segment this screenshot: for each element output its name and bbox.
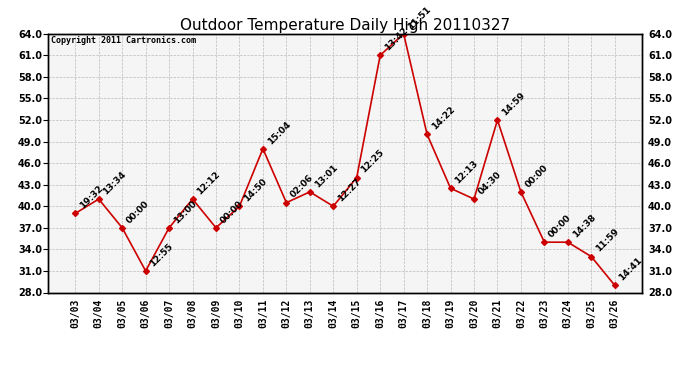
Text: 12:55: 12:55 <box>148 242 175 268</box>
Text: 04:30: 04:30 <box>477 170 503 196</box>
Text: 14:22: 14:22 <box>430 105 457 132</box>
Title: Outdoor Temperature Daily High 20110327: Outdoor Temperature Daily High 20110327 <box>180 18 510 33</box>
Text: 00:00: 00:00 <box>125 199 151 225</box>
Text: 13:34: 13:34 <box>101 170 128 196</box>
Text: 14:59: 14:59 <box>500 90 527 117</box>
Text: 00:00: 00:00 <box>219 199 245 225</box>
Text: Copyright 2011 Cartronics.com: Copyright 2011 Cartronics.com <box>51 36 196 45</box>
Text: 14:50: 14:50 <box>242 177 269 204</box>
Text: 12:13: 12:13 <box>453 159 480 186</box>
Text: 13:42: 13:42 <box>383 26 410 53</box>
Text: 00:00: 00:00 <box>547 213 573 239</box>
Text: 02:06: 02:06 <box>289 174 315 200</box>
Text: 12:25: 12:25 <box>359 148 386 175</box>
Text: 12:27: 12:27 <box>336 177 363 204</box>
Text: 14:38: 14:38 <box>571 213 598 239</box>
Text: 11:59: 11:59 <box>594 227 621 254</box>
Text: 12:12: 12:12 <box>195 170 222 196</box>
Text: 14:41: 14:41 <box>618 256 644 282</box>
Text: 11:51: 11:51 <box>406 4 433 31</box>
Text: 15:04: 15:04 <box>266 119 293 146</box>
Text: 13:01: 13:01 <box>313 163 339 189</box>
Text: 19:32: 19:32 <box>78 184 105 211</box>
Text: 00:00: 00:00 <box>524 163 550 189</box>
Text: 13:00: 13:00 <box>172 199 198 225</box>
